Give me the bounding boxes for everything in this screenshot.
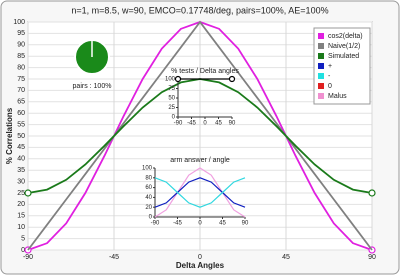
legend-label: - (328, 73, 331, 80)
end-marker (368, 189, 376, 197)
y-axis-label: % Correlations (5, 107, 14, 164)
legend-label: + (328, 63, 332, 70)
x-tick-label: 45 (215, 121, 222, 127)
x-tick-label: 90 (229, 121, 236, 127)
x-tick-label: 0 (198, 254, 202, 261)
pie-label: pairs : 100% (73, 83, 112, 90)
y-tick-label: 25 (168, 105, 175, 111)
legend-swatch (318, 73, 324, 79)
legend-label: 0 (328, 83, 332, 90)
end-marker (174, 75, 182, 83)
legend-swatch (318, 53, 324, 59)
y-tick-label: 10 (17, 224, 25, 231)
series-line (154, 167, 246, 218)
legend-label: Naive(1/2) (328, 43, 360, 50)
x-tick-label: -45 (187, 121, 196, 127)
series-line (27, 20, 373, 251)
y-tick-label: 0 (149, 215, 153, 221)
y-tick-label: 95 (17, 30, 25, 37)
legend-swatch (318, 43, 324, 49)
legend-label: cos2(delta) (328, 33, 363, 40)
y-tick-label: 100 (13, 19, 25, 26)
x-tick-label: 45 (219, 221, 226, 227)
y-tick-label: 60 (17, 110, 25, 117)
x-tick-label: -45 (109, 254, 119, 261)
end-marker (24, 189, 32, 197)
y-tick-label: 90 (17, 42, 25, 49)
y-tick-label: 75 (168, 86, 175, 92)
y-tick-label: 70 (17, 87, 25, 94)
end-marker (228, 75, 236, 83)
legend-label: Malus (328, 93, 347, 100)
x-tick-label: 45 (282, 254, 290, 261)
x-tick-label: -90 (151, 221, 160, 227)
series-line (154, 177, 246, 208)
x-tick-label: 0 (198, 221, 202, 227)
y-tick-label: 40 (17, 156, 25, 163)
y-tick-label: 15 (17, 213, 25, 220)
legend-swatch (318, 83, 324, 89)
legend-label: Simulated (328, 53, 359, 60)
legend-swatch (318, 93, 324, 99)
y-tick-label: 5 (21, 235, 25, 242)
y-tick-label: 20 (145, 205, 152, 211)
y-tick-label: 100 (165, 77, 176, 83)
x-tick-label: 90 (368, 254, 376, 261)
y-tick-label: 80 (17, 64, 25, 71)
y-tick-label: 0 (21, 247, 25, 254)
y-tick-label: 25 (17, 190, 25, 197)
y-tick-label: 40 (145, 195, 152, 201)
y-tick-label: 0 (172, 115, 176, 121)
x-tick-label: 90 (242, 221, 249, 227)
inset-title: arm answer / angle (170, 157, 230, 164)
y-tick-label: 55 (17, 121, 25, 128)
y-tick-label: 35 (17, 167, 25, 174)
legend-swatch (318, 63, 324, 69)
x-tick-label: -90 (23, 254, 33, 261)
y-tick-label: 75 (17, 76, 25, 83)
chart-title: n=1, m=8.5, w=90, EMCO=0.17748/deg, pair… (71, 5, 328, 15)
x-tick-label: -90 (174, 121, 183, 127)
y-tick-label: 85 (17, 53, 25, 60)
x-tick-label: 0 (203, 121, 207, 127)
y-tick-label: 100 (142, 166, 153, 172)
y-tick-label: 65 (17, 99, 25, 106)
y-tick-label: 80 (145, 175, 152, 181)
y-tick-label: 60 (145, 185, 152, 191)
y-tick-label: 50 (17, 133, 25, 140)
inset-title: % tests / Delta angles (171, 68, 239, 75)
series-line (154, 177, 246, 208)
y-tick-label: 45 (17, 144, 25, 151)
y-tick-label: 30 (17, 178, 25, 185)
y-tick-label: 20 (17, 201, 25, 208)
legend-swatch (318, 33, 324, 39)
y-tick-label: 50 (168, 96, 175, 102)
x-axis-label: Delta Angles (176, 261, 225, 270)
x-tick-label: -45 (173, 221, 182, 227)
